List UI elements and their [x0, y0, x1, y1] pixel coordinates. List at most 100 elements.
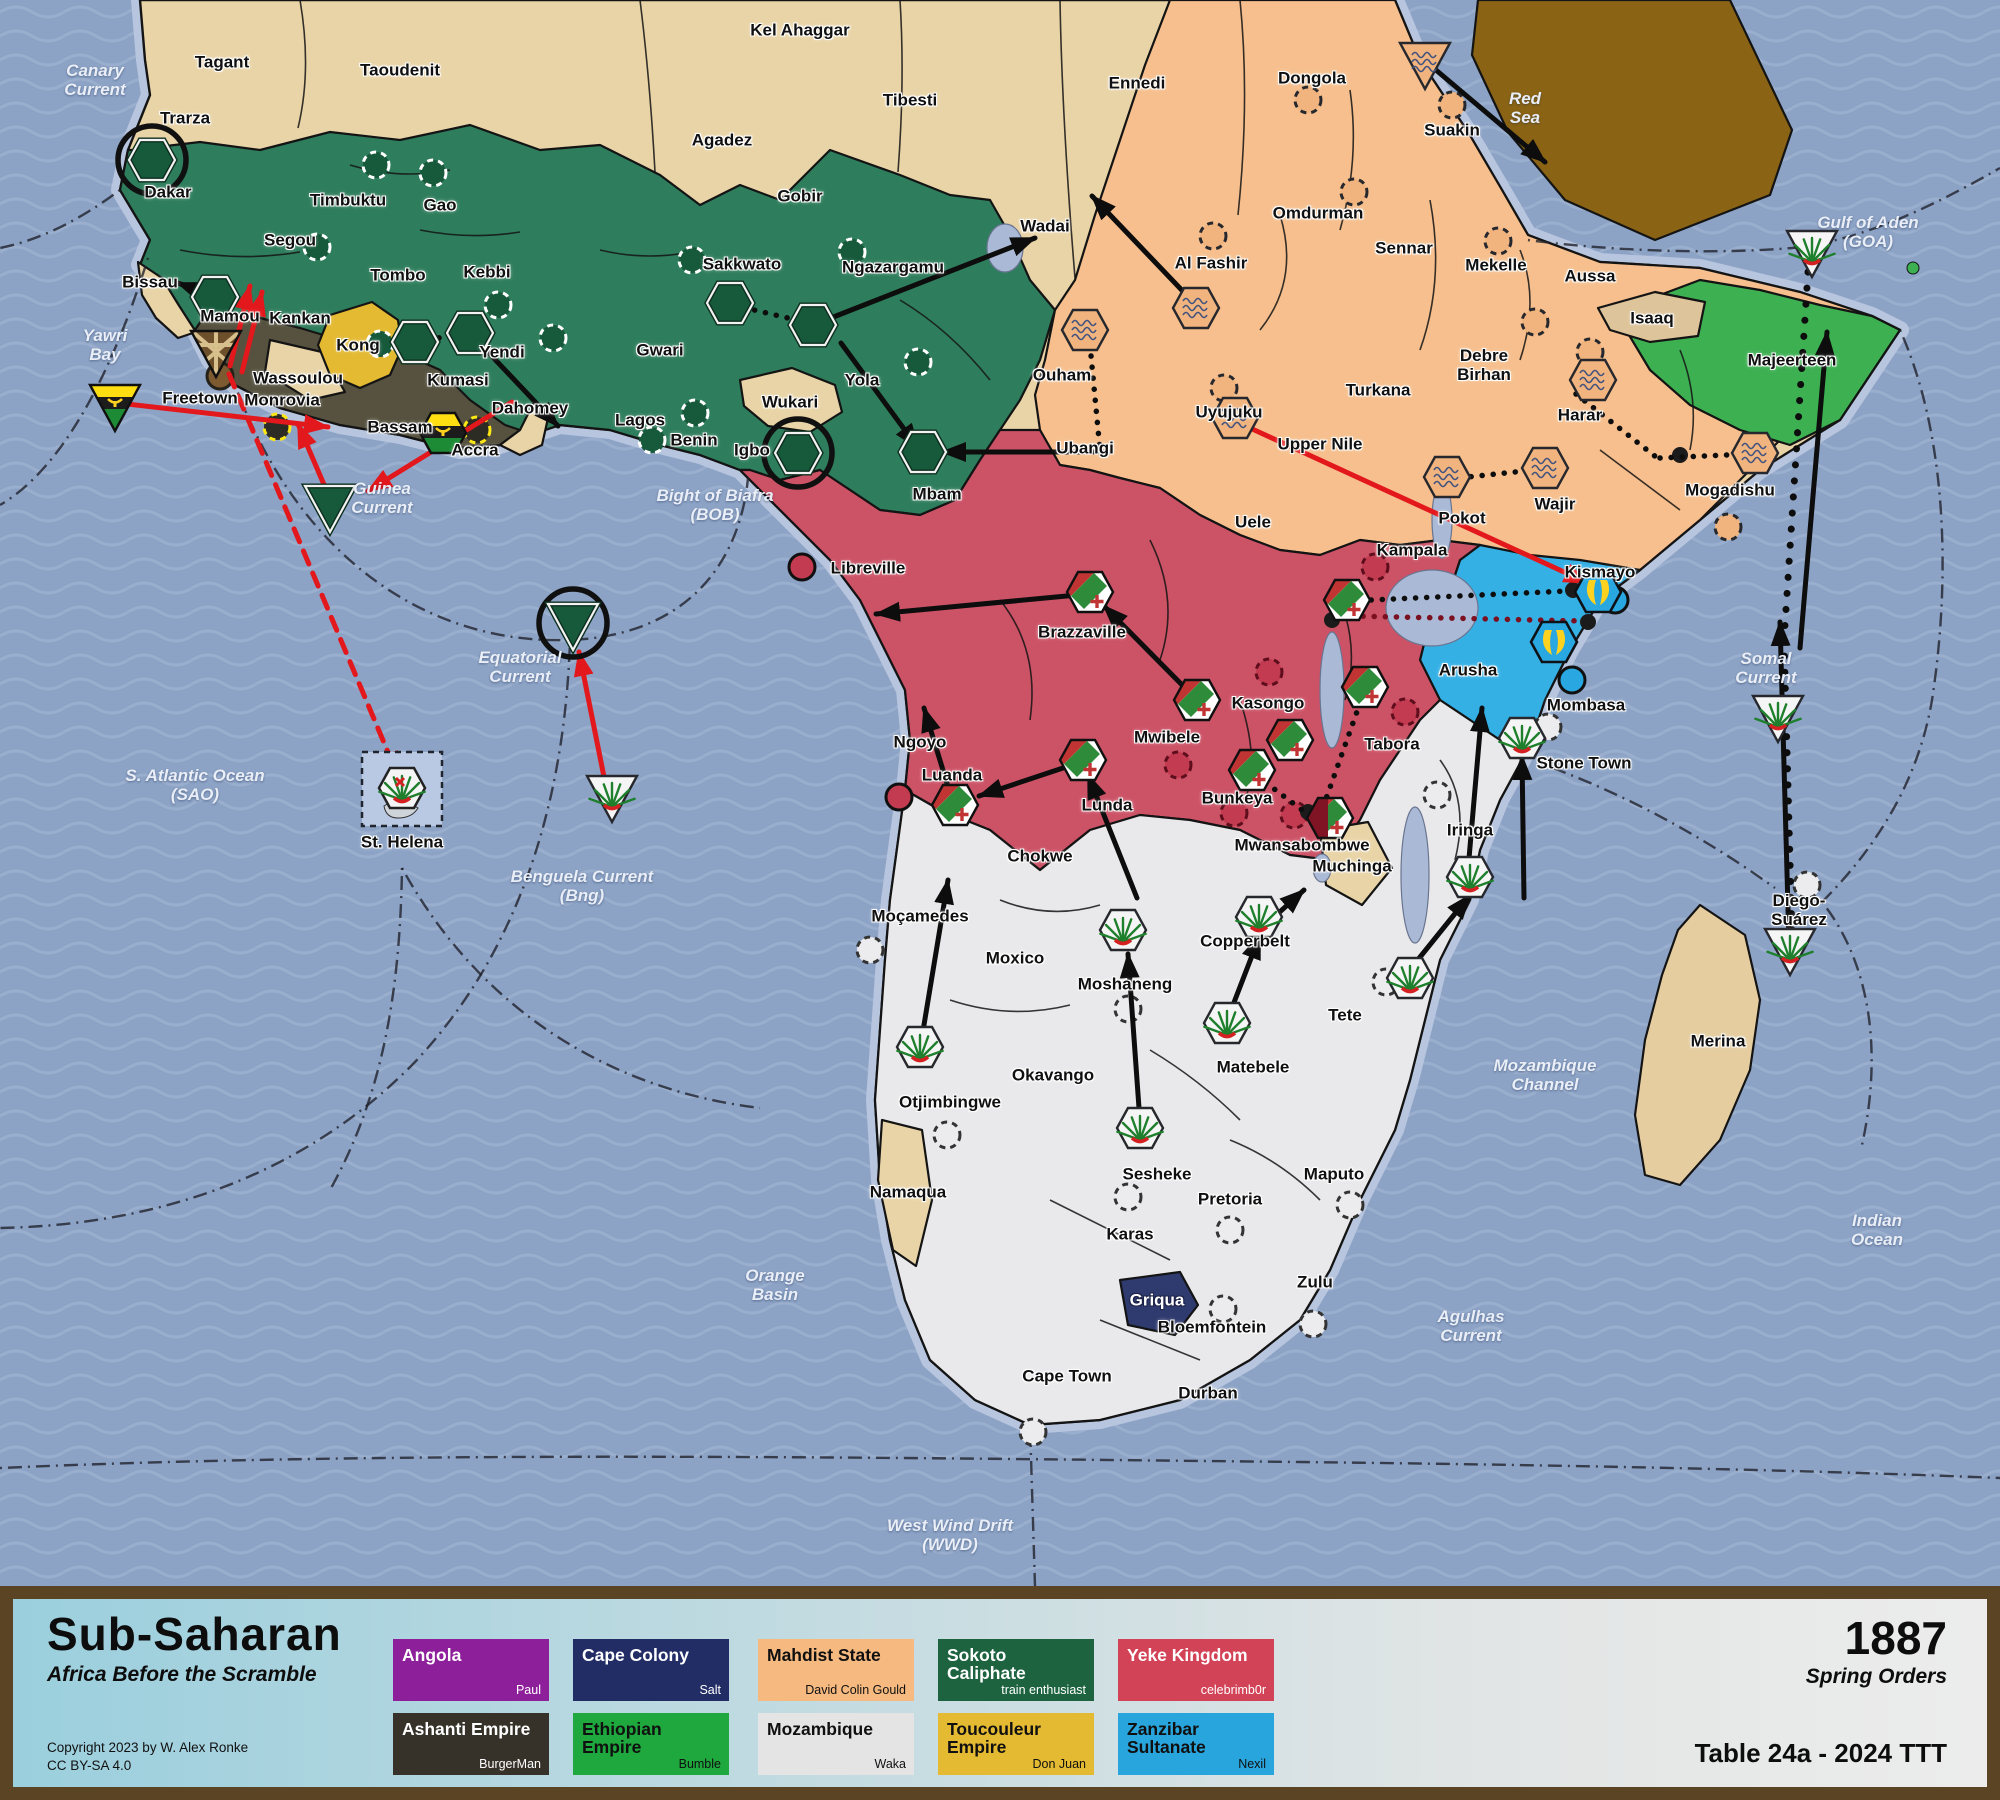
- legend-player-name: Nexil: [1238, 1757, 1266, 1771]
- unit-army-yek[interactable]: [1055, 732, 1108, 782]
- unit-fleet-fre[interactable]: [188, 329, 244, 380]
- supply-center: [903, 347, 933, 377]
- supply-center: [1575, 337, 1605, 367]
- province-border: [1519, 249, 1531, 361]
- unit-army-moz[interactable]: [1385, 956, 1435, 1000]
- season-block: 1887 Spring Orders: [1806, 1611, 1947, 1689]
- unit-army-moz[interactable]: [1445, 855, 1495, 899]
- unit-army-mah[interactable]: [1210, 396, 1260, 440]
- unit-army-yek[interactable]: [1319, 572, 1372, 622]
- unit-army-moz[interactable]: [1098, 908, 1148, 952]
- unit-army-sok[interactable]: [115, 123, 189, 197]
- supply-center: [1483, 226, 1513, 256]
- legend-player-name: BurgerMan: [479, 1757, 541, 1771]
- legend-power-name: Zanzibar Sultanate: [1127, 1719, 1206, 1758]
- legend-player-name: Paul: [515, 1683, 541, 1697]
- unit-army-sok[interactable]: [389, 319, 441, 365]
- unit-army-mah[interactable]: [1730, 431, 1780, 475]
- legend-swatch-mahdist-state: Mahdist State David Colin Gould: [758, 1639, 914, 1701]
- legend-swatch-angola: Angola Paul: [393, 1639, 549, 1701]
- unit-army-mah[interactable]: [1171, 286, 1221, 330]
- unit-army-ash[interactable]: [417, 411, 469, 462]
- unit-army-sth[interactable]: [360, 750, 444, 828]
- copyright-line2: CC BY-SA 4.0: [47, 1757, 132, 1773]
- unit-army-mah[interactable]: [1422, 455, 1472, 499]
- legend-player-name: Waka: [874, 1757, 907, 1771]
- province-border: [899, 299, 991, 381]
- sea-border: [1544, 763, 1776, 889]
- sea-border: [1821, 329, 1944, 903]
- order-arrow-support: [1346, 588, 1571, 604]
- province-border: [1099, 1319, 1201, 1361]
- unit-army-zan[interactable]: [1573, 570, 1623, 614]
- unit-army-yek2[interactable]: [1302, 790, 1355, 840]
- province-border: [1149, 539, 1169, 661]
- region-island[interactable]: [1906, 261, 1920, 275]
- province-border: [1229, 1139, 1321, 1201]
- unit-army-mah[interactable]: [1568, 358, 1618, 402]
- region-wukari[interactable]: [738, 366, 844, 434]
- unit-army-moz[interactable]: [1234, 895, 1284, 939]
- legend-panel: Sub-Saharan Africa Before the Scramble C…: [0, 1586, 2000, 1800]
- unit-army-sok[interactable]: [704, 280, 756, 326]
- unit-army-moz[interactable]: [895, 1025, 945, 1069]
- unit-army-sok[interactable]: [189, 274, 241, 320]
- unit-army-moz[interactable]: [1115, 1106, 1165, 1150]
- lake: [1385, 569, 1479, 647]
- unit-fleet-moz[interactable]: [1784, 229, 1840, 280]
- order-arrow-move: [873, 591, 1091, 622]
- unit-army-zan[interactable]: [1529, 620, 1579, 664]
- sea-border: [1527, 166, 2000, 253]
- province-border: [1259, 214, 1288, 331]
- unit-army-moz[interactable]: [1202, 1001, 1252, 1045]
- region-madagascar-merina[interactable]: [1633, 903, 1762, 1187]
- supply-center: [855, 935, 885, 965]
- region-isaaq[interactable]: [1596, 290, 1707, 344]
- unit-fleet-moz[interactable]: [1762, 927, 1818, 978]
- order-node: [1672, 447, 1688, 463]
- unit-fleet-sok[interactable]: [536, 586, 610, 660]
- supply-center: [462, 415, 492, 445]
- order-node: [1580, 614, 1596, 630]
- region-wassoulou[interactable]: [263, 338, 347, 402]
- legend-player-name: Don Juan: [1032, 1757, 1086, 1771]
- unit-army-yek[interactable]: [927, 777, 980, 827]
- legend-player-name: celebrimb0r: [1200, 1683, 1266, 1697]
- unit-army-mah[interactable]: [1060, 308, 1110, 352]
- legend-player-name: Bumble: [678, 1757, 721, 1771]
- unit-fleet-moz[interactable]: [1750, 694, 1806, 745]
- unit-fleet-sok[interactable]: [300, 483, 360, 538]
- province-border: [1059, 0, 1076, 279]
- unit-army-sok[interactable]: [444, 310, 496, 356]
- copyright: Copyright 2023 by W. Alex Ronke CC BY-SA…: [47, 1739, 248, 1775]
- copyright-line1: Copyright 2023 by W. Alex Ronke: [47, 1739, 249, 1755]
- order-arrow-move: [1797, 329, 1835, 651]
- unit-army-yek[interactable]: [1169, 672, 1222, 722]
- supply-center: [1215, 1215, 1245, 1245]
- unit-army-mah[interactable]: [1520, 446, 1570, 490]
- region-griqua-cape-colony[interactable]: [1118, 1270, 1200, 1337]
- unit-army-yek[interactable]: [1224, 742, 1277, 792]
- season-phase: Spring Orders: [1805, 1665, 1947, 1688]
- order-arrow-move: [918, 877, 954, 1046]
- supply-center: [1390, 697, 1420, 727]
- unit-army-yek[interactable]: [1262, 712, 1315, 762]
- region-kong-toucouleur[interactable]: [316, 300, 404, 390]
- region-bissau[interactable]: [136, 260, 198, 340]
- unit-army-sok[interactable]: [897, 429, 949, 475]
- unit-army-moz[interactable]: [1497, 716, 1547, 760]
- province-border: [1439, 759, 1461, 861]
- africa-map[interactable]: [0, 0, 2000, 1586]
- unit-fleet-moz[interactable]: [584, 774, 640, 825]
- supply-center: [787, 552, 817, 582]
- region-arabia[interactable]: [1470, 0, 1794, 242]
- unit-army-sok[interactable]: [787, 302, 839, 348]
- legend-swatch-mozambique: Mozambique Waka: [758, 1713, 914, 1775]
- region-namaqua[interactable]: [876, 1118, 934, 1268]
- unit-army-yek[interactable]: [1337, 659, 1390, 709]
- unit-fleet-mah[interactable]: [1397, 41, 1453, 92]
- supply-center: [418, 158, 448, 188]
- unit-army-yek[interactable]: [1062, 564, 1115, 614]
- order-arrow-move: [1770, 619, 1792, 947]
- unit-army-sok[interactable]: [761, 416, 835, 490]
